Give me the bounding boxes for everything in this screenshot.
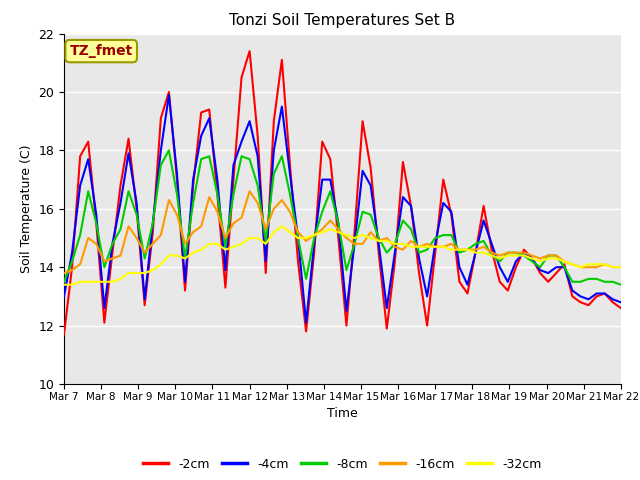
Title: Tonzi Soil Temperatures Set B: Tonzi Soil Temperatures Set B — [229, 13, 456, 28]
Text: TZ_fmet: TZ_fmet — [70, 44, 133, 58]
Y-axis label: Soil Temperature (C): Soil Temperature (C) — [20, 144, 33, 273]
X-axis label: Time: Time — [327, 407, 358, 420]
Legend: -2cm, -4cm, -8cm, -16cm, -32cm: -2cm, -4cm, -8cm, -16cm, -32cm — [138, 453, 547, 476]
